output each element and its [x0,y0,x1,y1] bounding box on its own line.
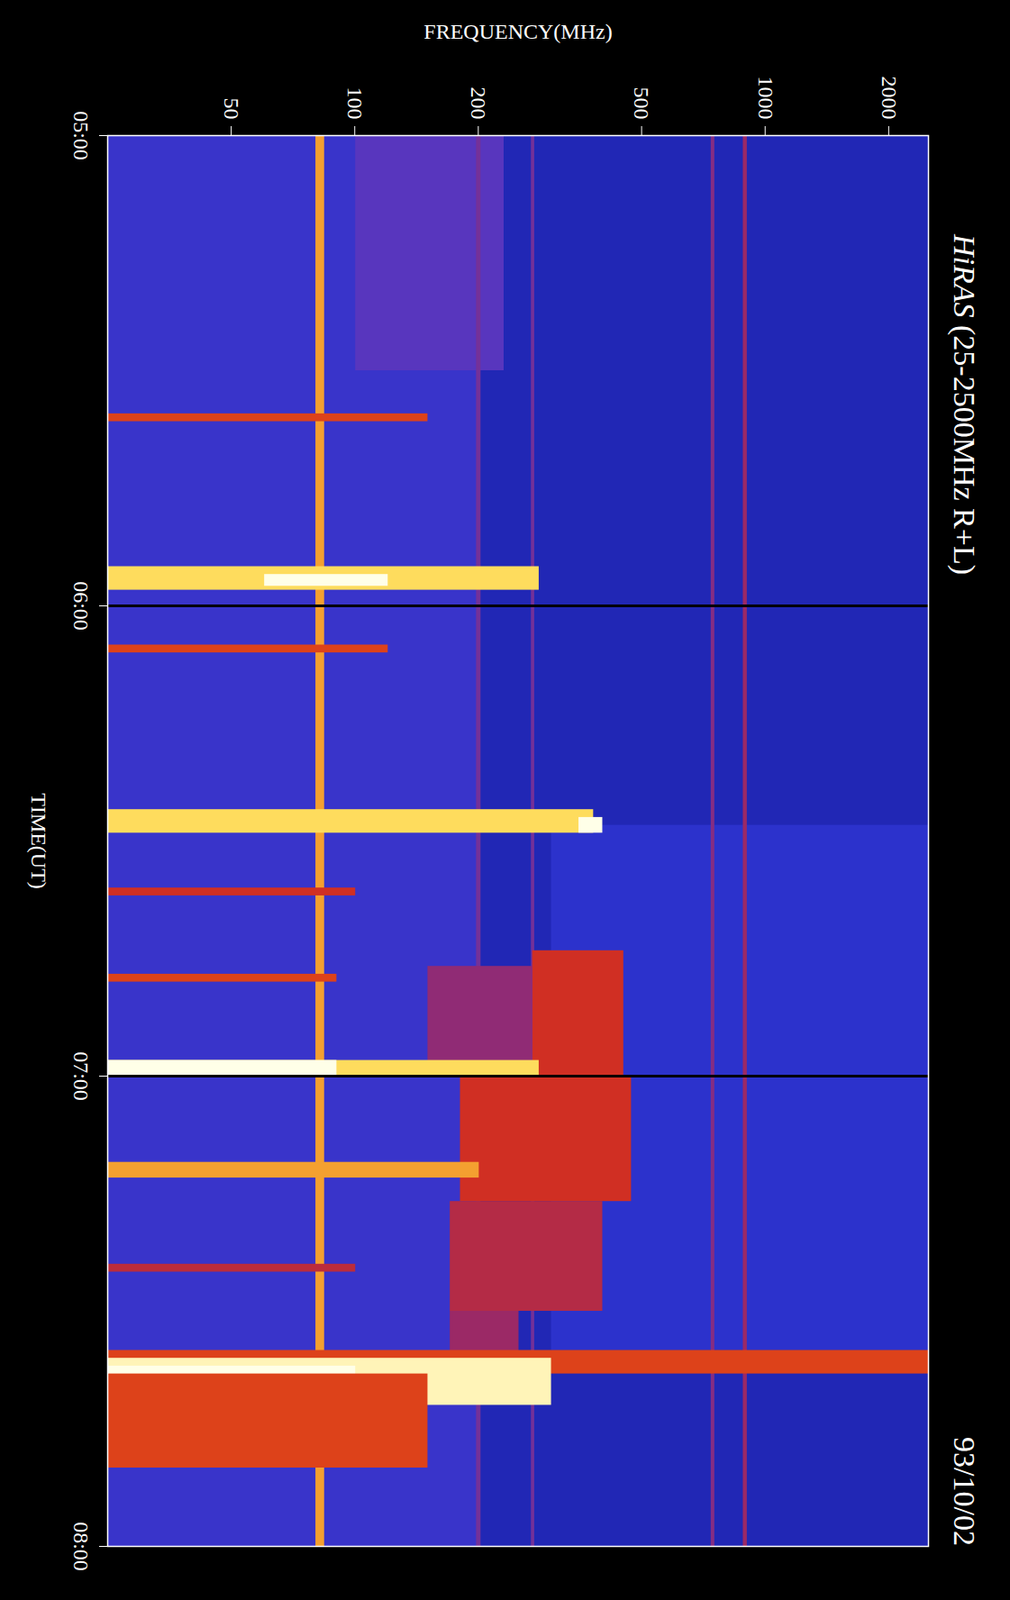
html-text:HiRAS: HiRAS [947,234,982,318]
svg-text:2000: 2000 [877,76,901,120]
svg-text:50: 50 [219,98,244,120]
svg-text:500: 500 [629,87,654,120]
svg-text:TIME(UT): TIME(UT) [27,792,51,890]
html-text:93/10/02: 93/10/02 [947,1437,982,1547]
svg-text:06:00: 06:00 [69,581,93,631]
svg-text:100: 100 [343,87,367,120]
svg-text:05:00: 05:00 [69,110,93,161]
svg-text:1000: 1000 [754,76,778,120]
svg-text:200: 200 [466,87,491,120]
html-text:(25-2500MHz R+L): (25-2500MHz R+L) [947,317,982,575]
svg-text:FREQUENCY(MHz): FREQUENCY(MHz) [423,19,612,44]
svg-text:08:00: 08:00 [69,1521,93,1572]
svg-text:07:00: 07:00 [69,1051,93,1101]
